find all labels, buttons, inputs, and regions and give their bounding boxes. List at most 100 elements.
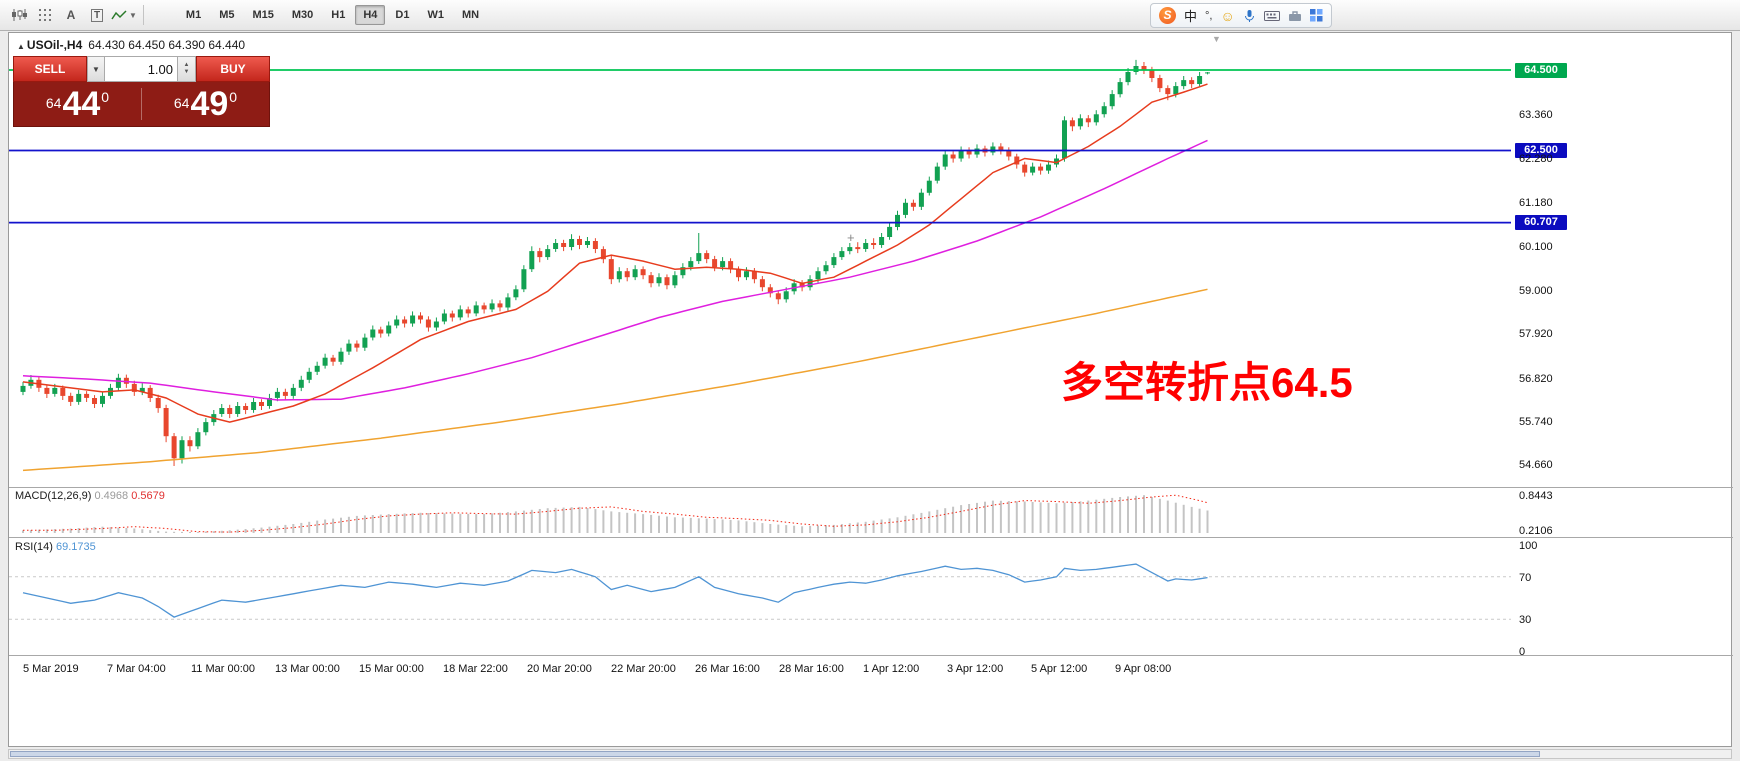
spinner-down-icon[interactable]: ▼	[183, 69, 190, 75]
price-scale-label: 55.740	[1519, 416, 1553, 428]
volume-input[interactable]	[105, 56, 178, 82]
sogou-logo-icon[interactable]: S	[1159, 7, 1176, 24]
sell-price-big: 44	[62, 85, 101, 123]
trade-prices-row: 64 44 0 64 49 0	[13, 82, 270, 127]
volume-spinner[interactable]: ▲ ▼	[178, 56, 196, 82]
microphone-icon[interactable]	[1243, 9, 1256, 23]
time-axis-label: 1 Apr 12:00	[863, 663, 920, 675]
timeframe-group: M1 M5 M15 M30 H1 H4 D1 W1 MN	[177, 5, 488, 25]
buy-price-big: 49	[190, 85, 229, 123]
spinner-up-icon[interactable]: ▲	[183, 62, 190, 68]
rsi-indicator[interactable]	[9, 538, 1511, 655]
volume-dropdown-button[interactable]: ▼	[87, 56, 105, 82]
time-axis: 5 Mar 2019 7 Mar 04:00 11 Mar 00:00 13 Mar …	[9, 659, 1511, 683]
timeframe-h4[interactable]: H4	[355, 5, 386, 25]
time-axis-label: 26 Mar 16:00	[695, 663, 760, 675]
macd-indicator[interactable]	[9, 488, 1511, 536]
timeframe-m5[interactable]: M5	[219, 9, 235, 21]
time-axis-label: 13 Mar 00:00	[275, 663, 340, 675]
time-axis-label: 22 Mar 20:00	[611, 663, 676, 675]
price-scale-label: 100	[1519, 540, 1538, 552]
rsi-label: RSI(14) 69.1735	[15, 541, 96, 553]
buy-price-prefix: 64	[173, 95, 190, 111]
timeframe-h1[interactable]: H1	[331, 9, 346, 21]
toolbar-separator	[142, 5, 144, 25]
price-level-badge[interactable]: 62.500	[1515, 142, 1567, 158]
rsi-name: RSI(14)	[15, 541, 53, 553]
buy-price[interactable]: 64 49 0	[142, 82, 269, 126]
price-scale-label: 70	[1519, 572, 1532, 584]
timeframe-w1[interactable]: W1	[427, 9, 444, 21]
price-scale-label: 60.100	[1519, 240, 1553, 253]
textbox-glyph: T	[90, 8, 104, 22]
time-axis-label: 11 Mar 00:00	[191, 663, 256, 675]
price-scale-label: 30	[1519, 614, 1532, 626]
draw-tools-icon[interactable]: ▼	[110, 4, 138, 26]
emoji-icon[interactable]: ☺	[1220, 7, 1235, 24]
sell-button[interactable]: SELL	[13, 56, 87, 82]
scrollbar-thumb[interactable]	[10, 751, 1540, 757]
autoscroll-marker[interactable]: ▼	[1212, 34, 1221, 44]
price-level-badge[interactable]: 60.707	[1515, 215, 1567, 231]
ohlc-values: 64.430 64.450 64.390 64.440	[88, 38, 246, 52]
time-axis-label: 3 Apr 12:00	[947, 663, 1004, 675]
timeframe-m1[interactable]: M1	[185, 9, 202, 21]
chart-title: ▲ USOil-,H4 64.430 64.450 64.390 64.440	[17, 38, 245, 52]
timeframe-m30[interactable]: M30	[291, 9, 314, 21]
price-scale-label: 62.280	[1519, 152, 1553, 165]
sell-price[interactable]: 64 44 0	[14, 82, 141, 126]
chevron-down-icon: ▼	[129, 10, 137, 20]
sell-price-sup: 0	[101, 89, 110, 105]
plus-marker: +	[847, 230, 855, 245]
price-scale-label: 0	[1519, 646, 1526, 658]
price-scale-label: 0.8443	[1519, 490, 1553, 502]
axis-separator	[9, 655, 1733, 656]
chart-type-icon[interactable]	[6, 4, 32, 26]
sell-price-prefix: 64	[45, 95, 62, 111]
time-axis-label: 18 Mar 22:00	[443, 663, 508, 675]
time-axis-label: 5 Mar 2019	[23, 663, 79, 675]
price-scale-label: 56.820	[1519, 372, 1553, 385]
time-axis-label: 15 Mar 00:00	[359, 663, 424, 675]
sogou-grid-icon[interactable]	[1309, 9, 1323, 22]
panel-separator[interactable]	[9, 537, 1733, 538]
textbox-tool-icon[interactable]: T	[84, 4, 110, 26]
macd-value: 0.4968	[94, 490, 129, 502]
price-scale-label: 63.360	[1519, 109, 1553, 122]
timeframe-m15[interactable]: M15	[252, 9, 274, 21]
candlestick-chart[interactable]	[9, 33, 1511, 487]
candlestick-glyph	[12, 9, 27, 21]
panel-separator[interactable]	[9, 487, 1733, 488]
timeframe-d1[interactable]: D1	[395, 9, 410, 21]
price-scale-label: 61.180	[1519, 197, 1553, 210]
macd-label: MACD(12,26,9) 0.4968 0.5679	[15, 490, 165, 502]
ime-toolbar: S 中 °, ☺	[1150, 3, 1332, 28]
keyboard-icon[interactable]	[1263, 10, 1280, 22]
price-scale: 64.500 63.360 62.500 62.280 61.180 60.707 60.1…	[1513, 33, 1583, 746]
text-tool-icon[interactable]: A	[66, 8, 76, 22]
buy-button[interactable]: BUY	[196, 56, 270, 82]
time-axis-label: 28 Mar 16:00	[779, 663, 844, 675]
chart-annotation: 多空转折点64.5	[1061, 359, 1353, 406]
price-scale-label: 0.2106	[1519, 525, 1553, 537]
time-axis-label: 7 Mar 04:00	[107, 663, 166, 675]
chart-window: ▲ USOil-,H4 64.430 64.450 64.390 64.440 SE…	[8, 32, 1733, 747]
punctuation-icon[interactable]: °,	[1205, 9, 1213, 22]
trade-controls-row: SELL ▼ ▲▼ BUY	[13, 56, 270, 82]
toolbox-icon[interactable]	[1288, 10, 1302, 22]
macd-signal-value: 0.5679	[131, 490, 165, 502]
timeframe-mn[interactable]: MN	[461, 9, 480, 21]
horizontal-scrollbar[interactable]	[8, 749, 1732, 759]
macd-name: MACD(12,26,9)	[15, 490, 92, 502]
price-scale-label: 57.920	[1519, 328, 1553, 341]
chinese-mode-icon[interactable]: 中	[1184, 9, 1198, 24]
symbol-name: USOil-,H4	[26, 38, 83, 52]
time-axis-label: 9 Apr 08:00	[1115, 663, 1172, 675]
price-divider	[141, 88, 142, 120]
price-level-badge[interactable]: 64.500	[1515, 62, 1567, 78]
symbol-marker-icon: ▲	[17, 42, 25, 51]
grid-icon[interactable]	[32, 4, 58, 26]
rsi-value: 69.1735	[55, 541, 96, 553]
